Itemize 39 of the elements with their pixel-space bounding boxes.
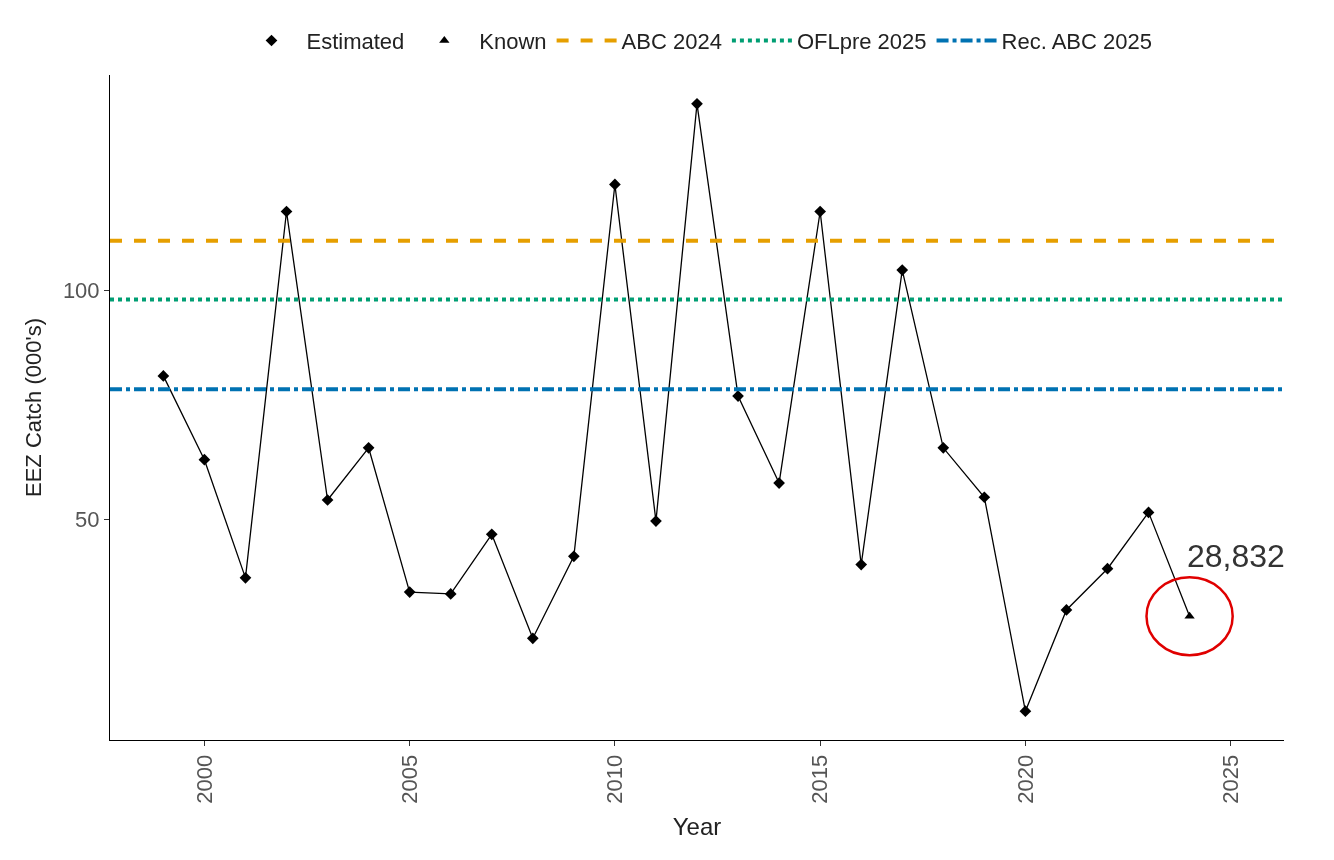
point <box>609 178 621 191</box>
point <box>937 441 950 454</box>
x-tick-label: 2005 <box>396 754 422 804</box>
point <box>444 588 457 600</box>
point <box>280 205 293 218</box>
point <box>403 586 416 598</box>
point <box>568 550 580 563</box>
y-tick-label: 100 <box>62 277 100 303</box>
y-tick-label: 50 <box>75 506 100 532</box>
point <box>896 264 909 276</box>
point <box>978 491 991 504</box>
point <box>1060 604 1073 616</box>
point <box>157 370 170 382</box>
legend-label: Estimated <box>306 29 405 55</box>
point <box>485 528 498 541</box>
point <box>362 441 375 454</box>
y-axis-title: EEZ Catch (000's) <box>20 317 46 498</box>
x-axis-title: Year <box>672 813 722 841</box>
point <box>239 572 252 584</box>
point <box>198 453 211 466</box>
point <box>1019 705 1032 717</box>
x-tick-label: 2020 <box>1012 754 1038 804</box>
legend-label: Rec. ABC 2025 <box>1001 29 1152 55</box>
legend-label: Known <box>479 29 547 55</box>
x-tick-label: 2010 <box>602 754 628 804</box>
point <box>855 558 868 571</box>
x-tick-label: 2015 <box>807 754 833 804</box>
point <box>526 632 539 645</box>
point <box>321 494 334 506</box>
point <box>691 98 703 110</box>
annotation: 28,832 <box>1187 538 1285 574</box>
legend-label: ABC 2024 <box>621 29 722 55</box>
point <box>773 477 785 489</box>
x-tick-label: 2025 <box>1217 754 1243 804</box>
point <box>1101 562 1114 575</box>
x-tick-label: 2000 <box>191 754 217 804</box>
point <box>814 205 826 218</box>
legend-label: OFLpre 2025 <box>796 29 927 55</box>
point <box>1142 506 1155 519</box>
